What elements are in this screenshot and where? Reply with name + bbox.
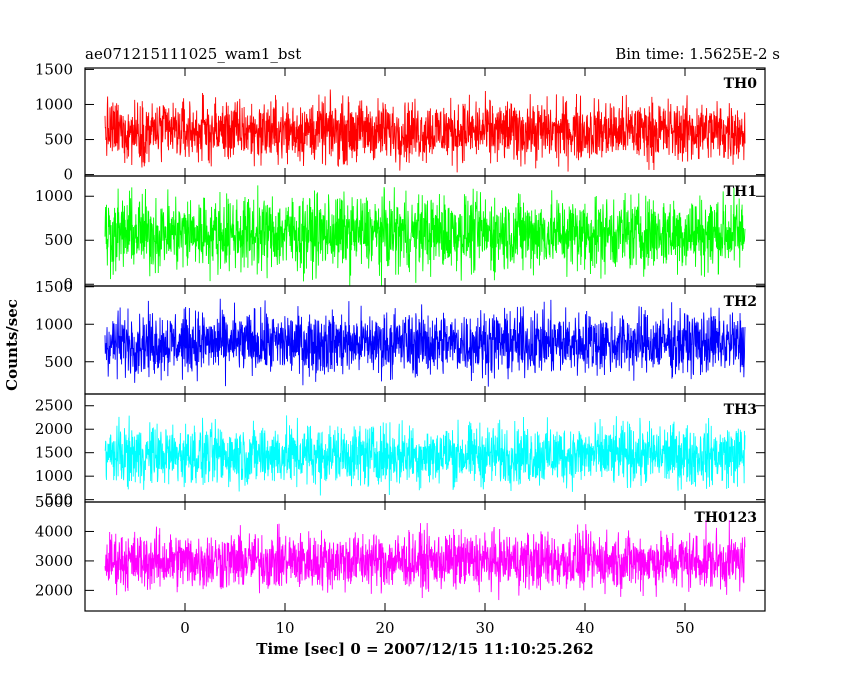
panel-th3: 500 1000 1500 2000 2500 TH3 <box>35 393 766 509</box>
y-tick-label: 2500 <box>35 397 73 415</box>
chart-title-right: Bin time: 1.5625E-2 s <box>615 45 780 63</box>
y-tick-label: 1000 <box>35 467 73 485</box>
series-th3 <box>104 415 746 496</box>
y-tick-label: 500 <box>44 353 73 371</box>
panel-th0123: 2000 3000 4000 5000 TH0123 <box>35 493 766 612</box>
panel-th0: 0 500 1000 1500 TH0 <box>35 60 766 184</box>
panel-th2: 500 1000 1500 TH2 <box>35 278 766 395</box>
y-tick-label: 500 <box>44 491 73 509</box>
y-tick-label: 4000 <box>35 522 73 540</box>
y-axis-label: Counts/sec <box>3 299 21 391</box>
y-tick-label: 2000 <box>35 581 73 599</box>
y-tick-label: 1000 <box>35 187 73 205</box>
y-tick-label: 500 <box>44 231 73 249</box>
chart-title-left: ae071215111025_wam1_bst <box>85 45 301 63</box>
y-tick-label: 2000 <box>35 420 73 438</box>
x-axis-label: Time [sec] 0 = 2007/12/15 11:10:25.262 <box>256 640 593 658</box>
series-th2 <box>104 298 746 387</box>
series-th1 <box>104 185 746 286</box>
x-tick-label: 40 <box>575 619 594 637</box>
panel-label: TH1 <box>724 184 757 200</box>
series-th0123 <box>104 520 746 601</box>
x-tick-label: 30 <box>475 619 494 637</box>
panel-label: TH0 <box>724 76 758 92</box>
panel-label: TH2 <box>724 294 757 310</box>
y-tick-label: 5000 <box>35 493 73 511</box>
x-tick-label: 0 <box>180 619 190 637</box>
y-tick-label: 1500 <box>35 444 73 462</box>
panel-label: TH3 <box>724 402 757 418</box>
y-tick-label: 1000 <box>35 95 73 113</box>
y-tick-label: 1500 <box>35 60 73 78</box>
panel-th1: 0 500 1000 TH1 <box>35 175 766 293</box>
panel-label: TH0123 <box>694 510 757 526</box>
x-tick-label: 50 <box>675 619 694 637</box>
x-tick-label: 20 <box>375 619 394 637</box>
y-tick-label: 1500 <box>35 278 73 296</box>
x-tick-label: 10 <box>275 619 294 637</box>
y-tick-label: 0 <box>63 166 73 184</box>
y-tick-label: 500 <box>44 131 73 149</box>
y-tick-label: 1000 <box>35 315 73 333</box>
panel-frame <box>84 501 766 612</box>
x-axis: 0 10 20 30 40 50 <box>180 619 694 637</box>
y-tick-label: 0 <box>63 275 73 293</box>
series-th0 <box>104 89 746 173</box>
panels-layer: 0 500 1000 1500 TH0 0 500 1000 TH1 500 1000 1500 TH2… <box>35 60 766 612</box>
y-tick-label: 3000 <box>35 552 73 570</box>
